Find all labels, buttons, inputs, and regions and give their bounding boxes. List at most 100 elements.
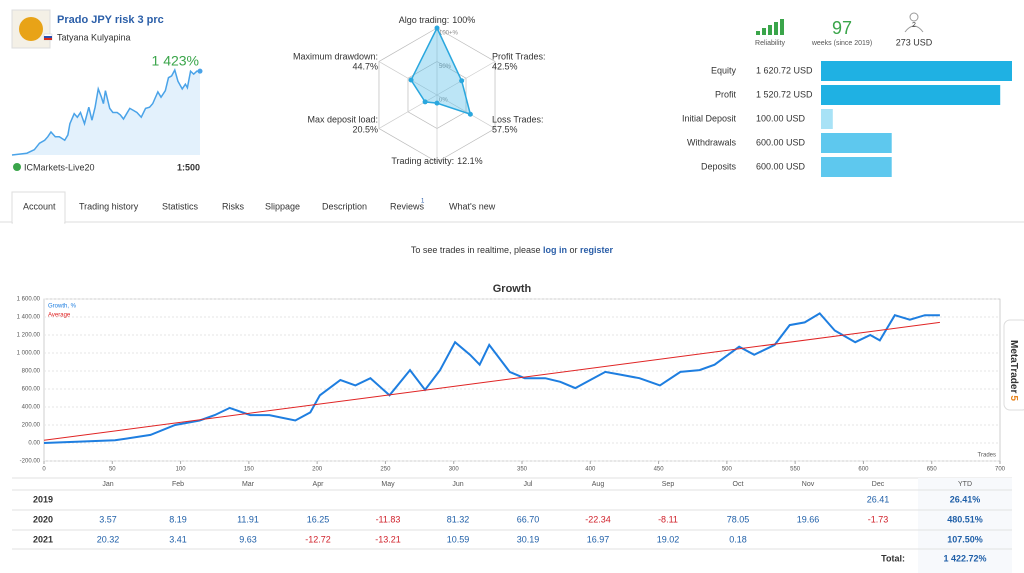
radar-point bbox=[434, 25, 440, 31]
balance-bar bbox=[821, 157, 892, 177]
signal-title[interactable]: Prado JPY risk 3 prc bbox=[57, 14, 164, 26]
table-cell: 26.41% bbox=[950, 494, 981, 504]
table-cell: 19.66 bbox=[797, 514, 820, 524]
table-header: YTD bbox=[958, 481, 972, 488]
y-tick-label: 200.00 bbox=[22, 423, 41, 429]
ytd-column bbox=[918, 478, 1012, 573]
active-tab-gap bbox=[13, 220, 64, 224]
tab[interactable]: Reviews bbox=[390, 201, 425, 211]
radar-ring-label: 50% bbox=[439, 64, 452, 70]
radar-spoke bbox=[436, 94, 496, 129]
table-cell: 78.05 bbox=[727, 514, 750, 524]
notice-or: or bbox=[570, 245, 578, 255]
table-cell: -1.73 bbox=[868, 514, 889, 524]
author[interactable]: Tatyana Kulyapina bbox=[57, 32, 131, 42]
table-cell: -8.11 bbox=[658, 514, 678, 524]
radar-label-value: 44.7% bbox=[352, 61, 378, 71]
tab[interactable]: Account bbox=[23, 201, 56, 211]
leverage: 1:500 bbox=[177, 162, 200, 172]
y-tick-label: 1 000.00 bbox=[17, 351, 41, 357]
table-cell: -12.72 bbox=[305, 534, 331, 544]
y-tick-label: -200.00 bbox=[20, 459, 41, 465]
reviews-count: 1 bbox=[421, 199, 425, 205]
radar-ring-label: 100+% bbox=[439, 31, 459, 37]
total-label: Total: bbox=[881, 553, 905, 563]
radar-label-text: Profit Trades: bbox=[492, 51, 546, 61]
series-line bbox=[43, 321, 940, 441]
table-cell: 81.32 bbox=[447, 514, 470, 524]
table-header: Sep bbox=[662, 481, 675, 488]
radar-label-value: 12.1% bbox=[457, 156, 483, 166]
broker[interactable]: ICMarkets-Live20 bbox=[24, 162, 95, 172]
table-cell: 480.51% bbox=[947, 514, 983, 524]
radar-label: Algo trading: 100% bbox=[399, 15, 476, 25]
table-header: Mar bbox=[242, 481, 255, 488]
flag-band bbox=[44, 38, 52, 40]
reliability-bar bbox=[762, 28, 766, 35]
chart-title: Growth bbox=[493, 283, 532, 295]
y-tick-label: 800.00 bbox=[22, 369, 41, 375]
tab[interactable]: Risks bbox=[222, 201, 244, 211]
tab[interactable]: Statistics bbox=[162, 201, 199, 211]
side-tab-label[interactable]: MetaTrader 5 bbox=[1008, 340, 1019, 401]
subscriber-icon bbox=[909, 12, 919, 22]
balance-label: Equity bbox=[711, 65, 737, 75]
radar-label-value: 42.5% bbox=[492, 61, 518, 71]
table-cell: 10.59 bbox=[447, 534, 470, 544]
table-header: Jun bbox=[452, 481, 463, 488]
balance-value: 600.00 USD bbox=[756, 161, 806, 171]
login-link[interactable]: log in bbox=[543, 245, 567, 255]
table-cell: -13.21 bbox=[375, 534, 401, 544]
x-tick-label: 300 bbox=[449, 467, 460, 473]
radar-spoke bbox=[378, 94, 438, 129]
table-cell: -22.34 bbox=[585, 514, 611, 524]
table-cell: 16.25 bbox=[307, 514, 330, 524]
x-tick-label: 650 bbox=[927, 467, 938, 473]
table-cell: 107.50% bbox=[947, 534, 983, 544]
x-tick-label: 700 bbox=[995, 467, 1006, 473]
x-tick-label: 350 bbox=[517, 467, 528, 473]
table-cell: 3.41 bbox=[169, 534, 187, 544]
side-tab[interactable] bbox=[1003, 319, 1024, 411]
side-tab-version: 5 bbox=[1008, 395, 1019, 401]
table-cell: 11.91 bbox=[237, 514, 259, 524]
table-cell: 20.32 bbox=[97, 534, 120, 544]
x-tick-label: 50 bbox=[109, 467, 116, 473]
sparkline-end bbox=[197, 68, 203, 74]
tab[interactable]: What's new bbox=[449, 201, 496, 211]
x-tick-label: 600 bbox=[858, 467, 869, 473]
balance-value: 100.00 USD bbox=[756, 113, 806, 123]
price: 273 USD bbox=[896, 37, 933, 47]
y-tick-label: 0.00 bbox=[28, 441, 40, 447]
radar-point bbox=[467, 111, 473, 117]
reliability-bar bbox=[756, 31, 760, 35]
legend-label: Average bbox=[48, 313, 71, 319]
x-tick-label: 450 bbox=[654, 467, 665, 473]
tab[interactable]: Description bbox=[322, 201, 367, 211]
active-tab bbox=[11, 191, 66, 224]
table-cell: -11.83 bbox=[376, 514, 401, 524]
x-tick-label: 100 bbox=[176, 467, 187, 473]
x-tick-label: 400 bbox=[585, 467, 596, 473]
table-cell: 30.19 bbox=[517, 534, 540, 544]
radar-ring-label: 0% bbox=[439, 98, 448, 104]
radar-point bbox=[408, 77, 414, 83]
balance-label: Initial Deposit bbox=[682, 113, 737, 123]
weeks: 97 bbox=[832, 18, 852, 38]
register-link[interactable]: register bbox=[580, 245, 614, 255]
radar-spoke bbox=[378, 61, 438, 96]
table-header: Jan bbox=[102, 481, 113, 488]
tab[interactable]: Slippage bbox=[265, 201, 300, 211]
radar-label-text: Maximum drawdown: bbox=[293, 51, 378, 61]
table-cell: 19.02 bbox=[657, 534, 680, 544]
table-header: Dec bbox=[872, 481, 885, 488]
growth-value: 1 423% bbox=[152, 53, 199, 69]
radar-spoke bbox=[436, 61, 496, 96]
tab[interactable]: Trading history bbox=[79, 201, 139, 211]
table-cell: 66.70 bbox=[517, 514, 540, 524]
y-tick-label: 1 400.00 bbox=[17, 315, 41, 321]
subscriber-icon bbox=[904, 25, 924, 33]
x-tick-label: 250 bbox=[380, 467, 391, 473]
table-header: Nov bbox=[802, 481, 815, 488]
